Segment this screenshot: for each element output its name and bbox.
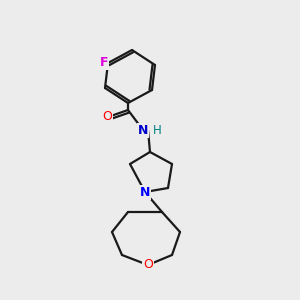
Text: H: H [153, 124, 161, 136]
Text: N: N [138, 124, 148, 136]
Text: N: N [140, 185, 150, 199]
Text: F: F [100, 56, 108, 68]
Text: O: O [102, 110, 112, 124]
Text: O: O [143, 259, 153, 272]
